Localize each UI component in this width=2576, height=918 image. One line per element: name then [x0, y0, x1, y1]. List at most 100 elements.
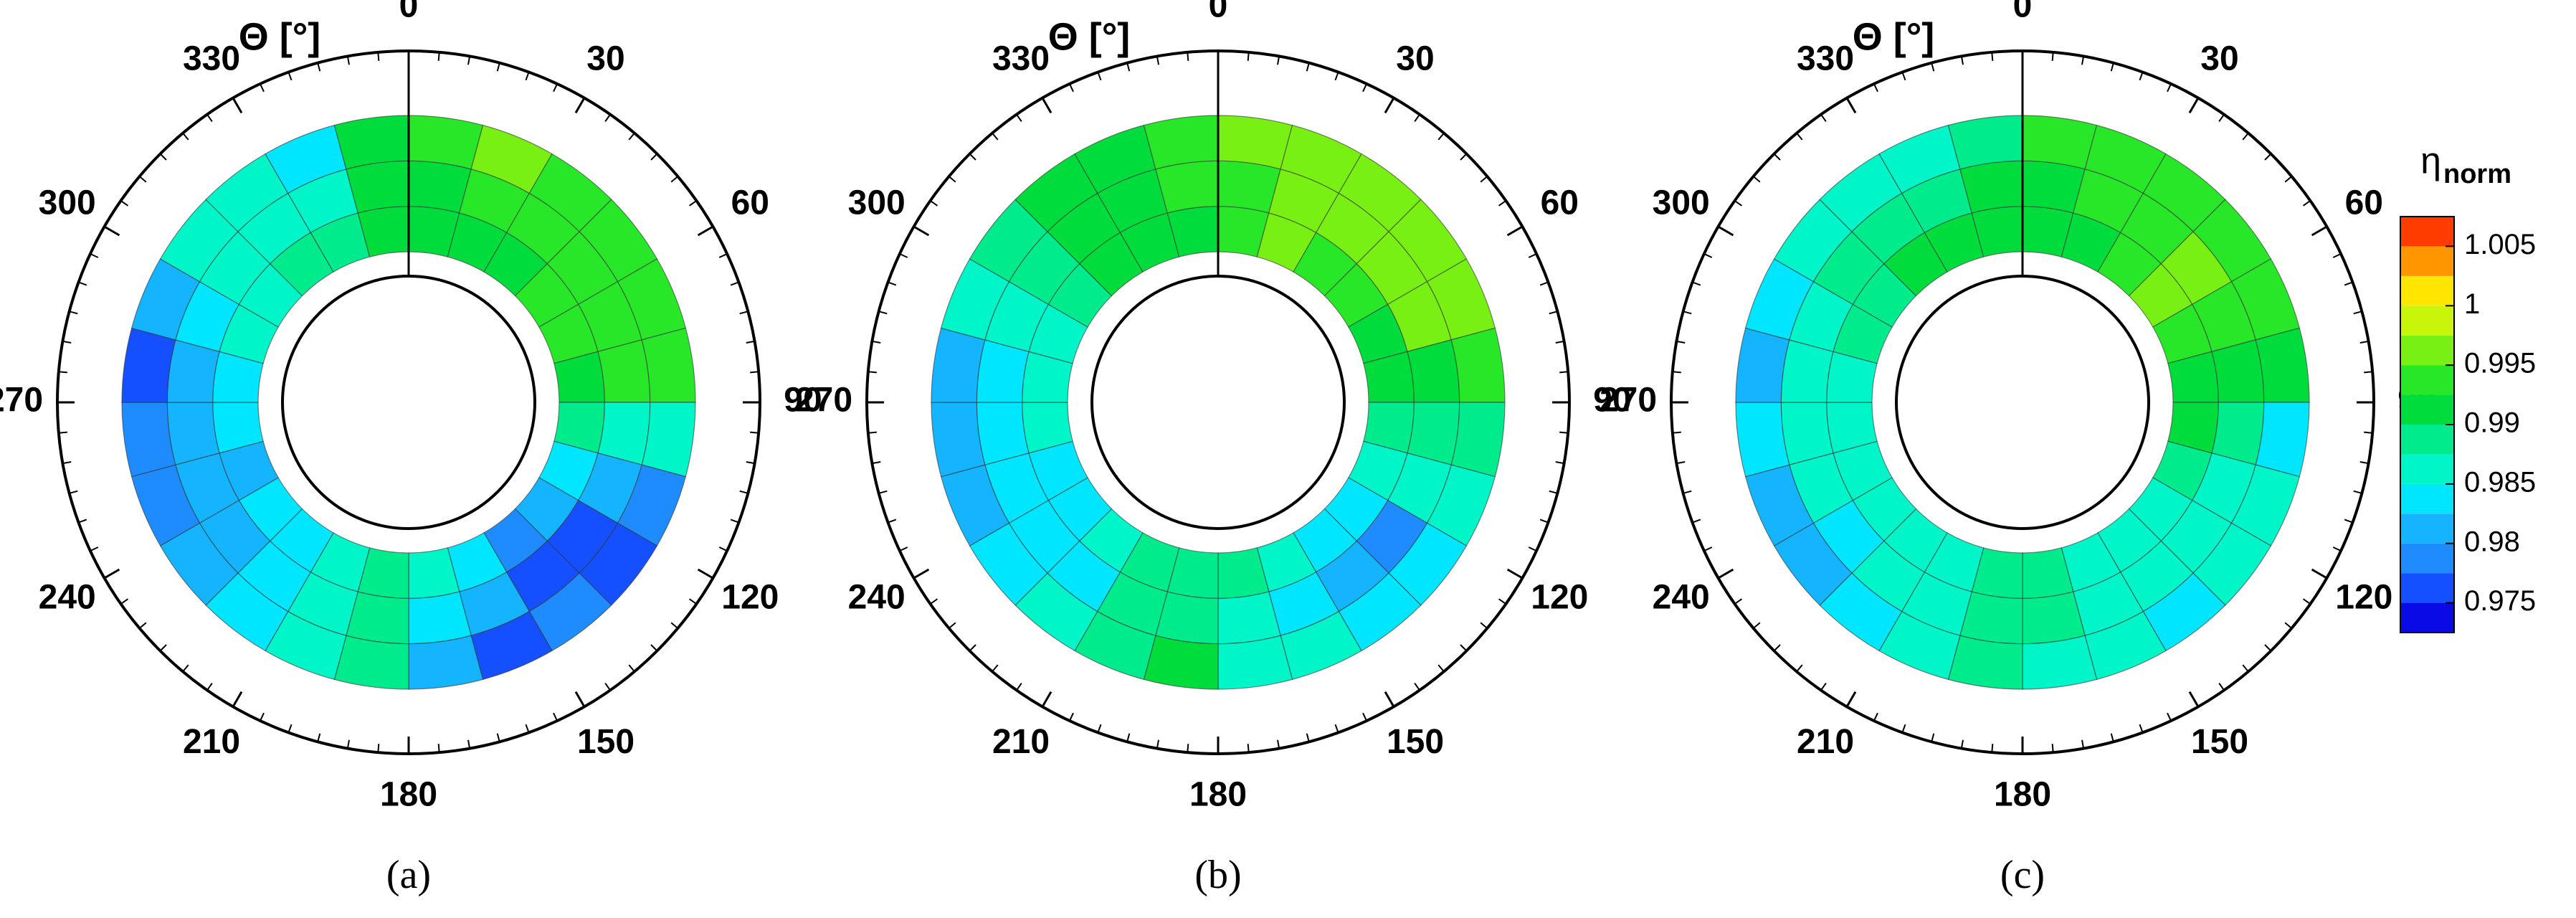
colorbar-tick-label: 0.99 — [2464, 407, 2520, 439]
colorbar-tick-label: 1 — [2464, 288, 2480, 320]
minor-tick — [467, 739, 471, 749]
minor-tick — [2218, 114, 2225, 123]
minor-tick — [1528, 546, 1537, 552]
minor-tick — [346, 56, 350, 65]
colorbar-tick-label: 0.985 — [2464, 466, 2536, 498]
minor-tick — [1773, 153, 1781, 161]
colorbar-band — [2400, 514, 2454, 544]
minor-tick — [1734, 200, 1743, 207]
minor-tick — [718, 253, 728, 258]
minor-tick — [730, 281, 739, 286]
contour-cell — [1217, 115, 1293, 170]
minor-tick — [888, 519, 897, 524]
contour-cell — [408, 635, 484, 690]
minor-tick — [948, 622, 956, 629]
major-tick — [103, 568, 120, 579]
major-tick — [1041, 97, 1052, 114]
contour-cell — [1450, 327, 1506, 403]
minor-tick — [888, 281, 897, 286]
minor-tick — [1187, 744, 1189, 753]
minor-tick — [260, 712, 265, 721]
minor-tick — [553, 712, 558, 721]
contour-cell — [1450, 402, 1506, 478]
colorbar-tick-label: 0.995 — [2464, 348, 2536, 379]
theta-tick-label: 120 — [721, 579, 779, 617]
minor-tick — [1480, 176, 1488, 183]
minor-tick — [1480, 622, 1488, 629]
minor-tick — [1555, 461, 1564, 465]
theta-tick-label: 270 — [795, 382, 852, 420]
major-tick — [1845, 691, 1857, 708]
minor-tick — [746, 461, 755, 465]
minor-tick — [1703, 253, 1713, 258]
minor-tick — [2353, 490, 2362, 494]
theta-tick-label: 180 — [1994, 776, 2051, 814]
theta-tick-label: 300 — [39, 184, 96, 222]
contour-cell — [408, 115, 484, 170]
minor-tick — [2364, 431, 2373, 434]
minor-tick — [688, 200, 697, 207]
minor-tick — [969, 153, 976, 161]
contour-cell — [166, 402, 220, 465]
minor-tick — [1539, 281, 1549, 286]
minor-tick — [1796, 132, 1803, 141]
minor-tick — [1306, 733, 1310, 742]
major-tick — [1506, 568, 1524, 579]
minor-tick — [1414, 682, 1420, 691]
minor-tick — [159, 153, 167, 161]
minor-tick — [1528, 253, 1537, 258]
theta-tick-label: 120 — [2335, 579, 2392, 617]
minor-tick — [992, 664, 999, 673]
minor-tick — [969, 644, 976, 652]
theta-tick-label: 150 — [2191, 723, 2248, 761]
contour-cell — [1947, 115, 2023, 170]
contour-cell — [641, 327, 696, 403]
contour-cell — [121, 327, 176, 403]
panel-label: (c) — [2000, 853, 2045, 897]
contour-cell — [1735, 327, 1790, 403]
contour-cell — [1143, 635, 1219, 690]
theta-tick-label: 60 — [2345, 184, 2383, 222]
axis-label: Θ [°] — [239, 15, 321, 58]
minor-tick — [718, 546, 728, 552]
minor-tick — [496, 733, 500, 742]
contour-cell — [597, 339, 651, 403]
theta-tick-label: 330 — [992, 39, 1050, 77]
contour-cell — [1217, 591, 1281, 645]
contour-cell — [1407, 339, 1460, 403]
minor-tick — [120, 200, 129, 207]
minor-tick — [1437, 132, 1445, 141]
minor-tick — [1931, 733, 1935, 742]
colorbar-band — [2400, 425, 2454, 455]
minor-tick — [62, 461, 72, 465]
major-tick — [1384, 691, 1395, 708]
minor-tick — [182, 664, 189, 673]
minor-tick — [2284, 176, 2293, 183]
minor-tick — [868, 431, 877, 434]
colorbar-band — [2400, 335, 2454, 366]
theta-tick-label: 30 — [586, 39, 624, 77]
minor-tick — [1247, 52, 1250, 61]
minor-tick — [1460, 153, 1468, 161]
contour-cell — [333, 635, 409, 690]
minor-tick — [1752, 622, 1761, 629]
minor-tick — [317, 733, 321, 742]
minor-tick — [670, 622, 679, 629]
minor-tick — [899, 253, 908, 258]
minor-tick — [1820, 114, 1827, 123]
minor-tick — [730, 519, 739, 524]
theta-tick-label: 30 — [1396, 39, 1434, 77]
minor-tick — [930, 200, 938, 207]
minor-tick — [2264, 644, 2272, 652]
minor-tick — [1901, 724, 1906, 733]
minor-tick — [878, 490, 888, 494]
minor-tick — [1672, 431, 1681, 434]
theta-tick-label: 240 — [39, 579, 96, 617]
major-tick — [574, 97, 586, 114]
minor-tick — [1277, 739, 1280, 749]
minor-tick — [2110, 733, 2114, 742]
minor-tick — [159, 644, 167, 652]
theta-tick-label: 270 — [0, 382, 43, 420]
minor-tick — [2167, 712, 2172, 721]
minor-tick — [739, 490, 748, 494]
